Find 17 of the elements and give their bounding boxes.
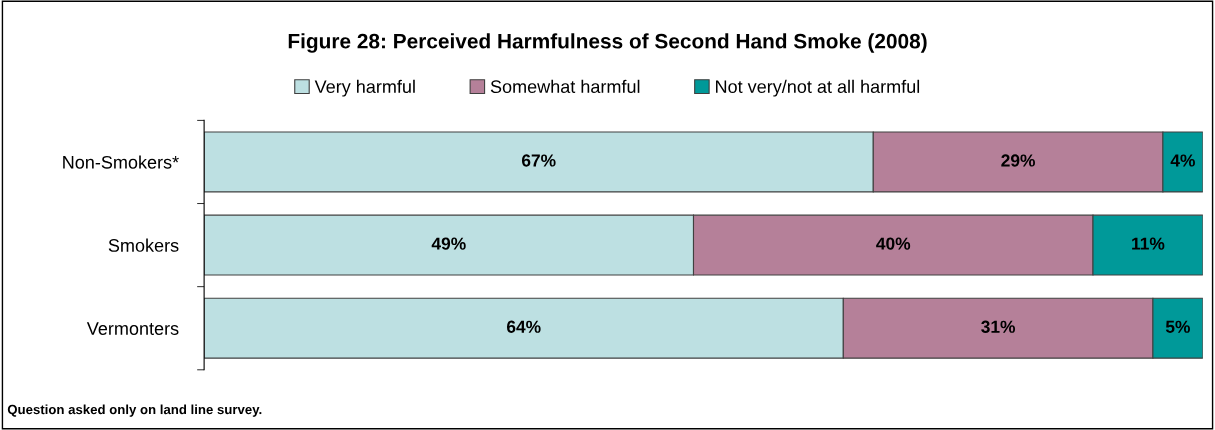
text: Question asked only on land line survey. bbox=[7, 404, 262, 417]
legend-label: Somewhat harmful bbox=[490, 79, 640, 94]
y-tick-label: Smokers bbox=[108, 238, 179, 252]
data-label: 11% bbox=[1132, 237, 1165, 250]
y-tick-label: Non-Smokers* bbox=[63, 155, 179, 169]
legend-label: Not very/not at all harmful bbox=[716, 79, 920, 97]
data-label: 5% bbox=[1165, 320, 1190, 333]
data-label: 29% bbox=[1001, 154, 1035, 167]
data-label: 40% bbox=[876, 237, 911, 250]
data-label: 64% bbox=[506, 320, 541, 333]
chart-title: Figure 28: Perceived Harmfulness of Second Hand Smoke (2008) bbox=[288, 33, 927, 53]
y-tick-label: Vermonters bbox=[86, 322, 179, 335]
data-label: 4% bbox=[1170, 154, 1195, 167]
legend-label: Very harmful bbox=[314, 79, 415, 97]
data-label: 49% bbox=[431, 237, 466, 250]
data-label: 31% bbox=[981, 320, 1016, 333]
data-label: 67% bbox=[521, 154, 556, 167]
